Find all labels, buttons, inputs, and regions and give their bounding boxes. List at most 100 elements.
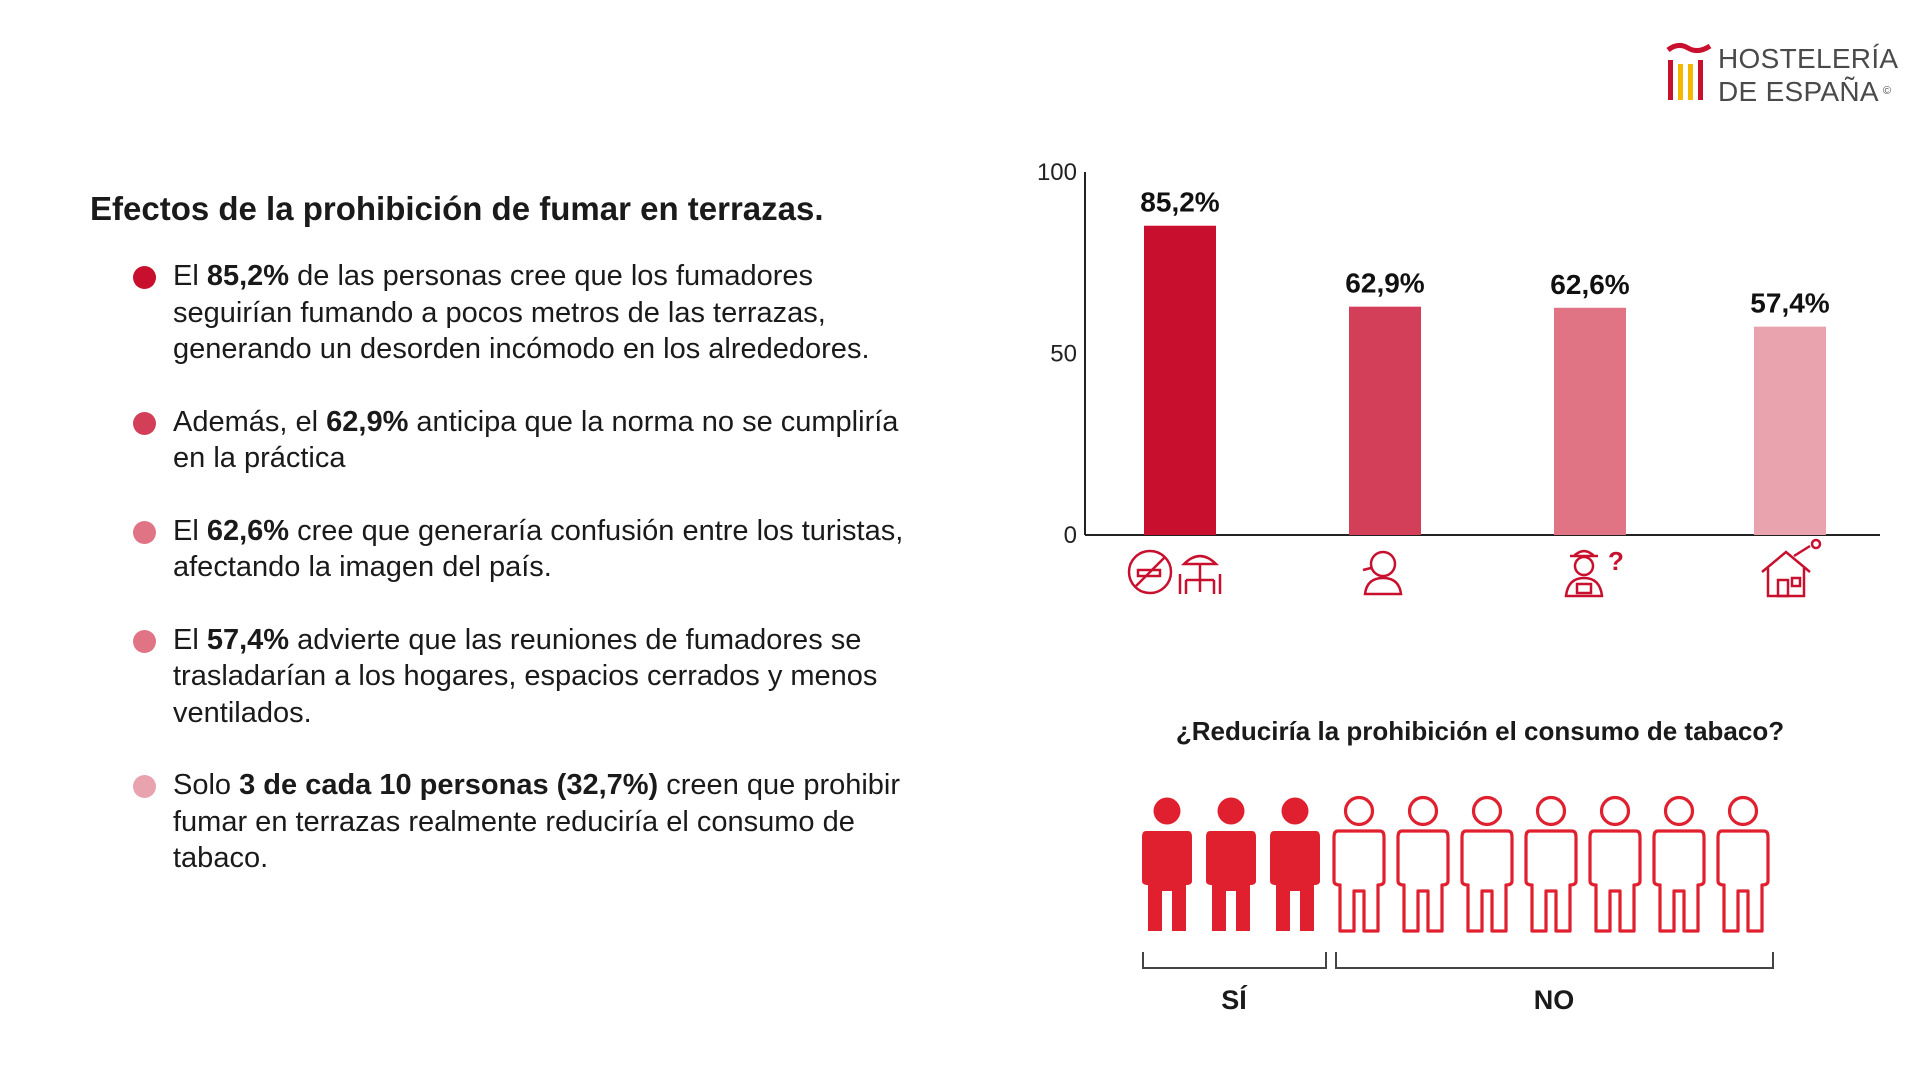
- smoker-body: [1363, 576, 1403, 596]
- person-head: [1727, 795, 1759, 827]
- smoker-icon: [1362, 550, 1403, 596]
- person-head: [1663, 795, 1695, 827]
- bullet-text-post: cree que generaría confusión entre los t…: [173, 514, 904, 584]
- person-body: [1332, 829, 1386, 933]
- chair-legs: [1178, 574, 1222, 594]
- no-smoking-terrace-icon: [1127, 549, 1222, 595]
- bar-data-label: 57,4%: [1750, 288, 1829, 319]
- person-body: [1270, 831, 1320, 931]
- person-icon-outline: [1524, 795, 1578, 933]
- bullet-text-post: de las personas cree que los fumadores s…: [173, 260, 870, 365]
- bullet-dot: [133, 411, 156, 435]
- house-window: [1790, 576, 1802, 588]
- logo-mark-icon: [1666, 42, 1712, 100]
- question-mark-icon: ?: [1608, 546, 1624, 576]
- person-head: [1407, 795, 1439, 827]
- smoke-icon: [1810, 538, 1822, 550]
- bullet-text-post: advierte que las reuniones de fumadores …: [173, 623, 878, 729]
- bullet-list: El 85,2% de las personas cree que los fu…: [133, 258, 913, 913]
- bullet-text-pre: El: [173, 623, 207, 656]
- bullet-text-bold: 3 de cada 10 personas (32,7%): [239, 769, 659, 801]
- bullet-dot: [133, 520, 156, 544]
- house-cigarette: [1793, 544, 1811, 558]
- yes-bracket: [1142, 952, 1327, 969]
- page-title: Efectos de la prohibición de fumar en te…: [90, 190, 824, 227]
- no-smoking-slash: [1135, 557, 1165, 587]
- person-head: [1217, 797, 1245, 825]
- bullet-item: Además, el 62,9% anticipa que la norma n…: [133, 404, 913, 477]
- bar: [1144, 225, 1216, 535]
- house-door: [1776, 578, 1790, 598]
- person-body: [1524, 829, 1578, 933]
- bullet-dot: [133, 775, 156, 798]
- no-bracket: [1335, 952, 1774, 969]
- bullet-text-pre: El: [173, 260, 207, 292]
- no-label: NO: [1533, 985, 1575, 1015]
- y-tick-label: 100: [1037, 159, 1077, 186]
- logo-line-2: DE ESPAÑA: [1718, 76, 1879, 107]
- person-body: [1716, 829, 1770, 933]
- bullet-item: El 85,2% de las personas cree que los fu…: [133, 258, 913, 368]
- bar: [1754, 326, 1826, 535]
- person-icon-outline: [1716, 795, 1770, 933]
- bar: [1349, 306, 1421, 535]
- tourist-hat: [1570, 549, 1598, 558]
- person-body: [1396, 829, 1450, 933]
- house-roof: [1761, 550, 1811, 573]
- person-body: [1460, 829, 1514, 933]
- person-head: [1471, 795, 1503, 827]
- logo-line-1: HOSTELERÍA: [1718, 43, 1899, 74]
- smoker-cigarette: [1362, 566, 1372, 572]
- person-icon-outline: [1652, 795, 1706, 933]
- tourist-head: [1573, 555, 1595, 577]
- bullet-text-bold: 62,9%: [326, 405, 409, 438]
- bullet-item: El 57,4% advierte que las reuniones de f…: [133, 622, 913, 732]
- person-icon-filled: [1270, 797, 1320, 931]
- person-head: [1535, 795, 1567, 827]
- bar: [1554, 307, 1626, 535]
- person-head: [1281, 797, 1309, 825]
- bullet-dot: [133, 266, 156, 289]
- tourist-body: [1564, 576, 1604, 598]
- person-icon-outline: [1396, 795, 1450, 933]
- person-head: [1599, 795, 1631, 827]
- bullet-text-pre: El: [173, 514, 207, 547]
- person-icon-outline: [1588, 795, 1642, 933]
- person-body: [1206, 831, 1256, 931]
- bullet-item: El 62,6% cree que generaría confusión en…: [133, 513, 913, 586]
- house-walls: [1766, 568, 1806, 598]
- person-icon-filled: [1206, 797, 1256, 931]
- logo-copyright: ©: [1882, 85, 1892, 97]
- y-tick-label: 0: [1064, 522, 1077, 549]
- bullet-text-pre: Solo: [173, 769, 240, 801]
- umbrella-shape: [1180, 554, 1220, 566]
- person-icon-outline: [1460, 795, 1514, 933]
- person-icon-filled: [1142, 797, 1192, 931]
- smoking-house-icon: [1761, 538, 1822, 598]
- person-body: [1142, 831, 1192, 931]
- bar-chart: 0 50 100 85,2% 62,9% 62,6% 57,4%?: [1037, 159, 1880, 598]
- bar-data-label: 85,2%: [1140, 187, 1219, 218]
- bullet-item: Solo 3 de cada 10 personas (32,7%) creen…: [133, 767, 913, 877]
- person-head: [1343, 795, 1375, 827]
- yes-label: SÍ: [1221, 985, 1247, 1015]
- cigarette-shape: [1136, 568, 1162, 578]
- logo: HOSTELERÍA DE ESPAÑA ©: [1666, 40, 1898, 108]
- bar-data-label: 62,9%: [1345, 268, 1424, 299]
- person-head: [1153, 797, 1181, 825]
- logo-text: HOSTELERÍA DE ESPAÑA ©: [1718, 42, 1898, 108]
- bullet-text-post: creen que prohibir fumar en terrazas rea…: [173, 769, 901, 874]
- bullet-text-bold: 85,2%: [206, 260, 290, 292]
- person-body: [1588, 829, 1642, 933]
- smoker-head: [1369, 550, 1397, 578]
- tourist-confused-icon: ?: [1564, 546, 1624, 598]
- no-smoking-circle: [1127, 549, 1173, 595]
- people-chart-title: ¿Reduciría la prohibición el consumo de …: [1175, 716, 1785, 746]
- person-icon-outline: [1332, 795, 1386, 933]
- tourist-camera: [1575, 582, 1593, 595]
- bar-data-label: 62,6%: [1550, 269, 1629, 300]
- bullet-text-post: anticipa que la norma no se cumpliría en…: [173, 405, 899, 475]
- bullet-dot: [133, 629, 156, 653]
- person-body: [1652, 829, 1706, 933]
- bullet-text-bold: 57,4%: [206, 623, 290, 656]
